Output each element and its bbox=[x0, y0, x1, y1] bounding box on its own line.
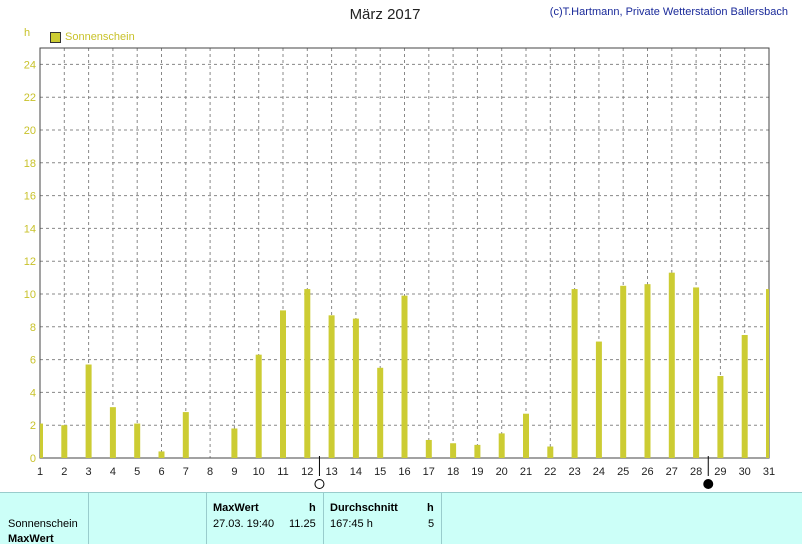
x-tick-label: 20 bbox=[496, 466, 508, 478]
y-tick-label: 6 bbox=[30, 355, 36, 367]
x-tick-label: 25 bbox=[617, 466, 629, 478]
bar bbox=[668, 272, 675, 458]
x-tick-label: 14 bbox=[350, 466, 362, 478]
x-tick-label: 6 bbox=[158, 466, 164, 478]
x-tick-label: 22 bbox=[544, 466, 556, 478]
bar bbox=[61, 425, 68, 458]
bar bbox=[158, 451, 165, 458]
new-moon-icon bbox=[703, 479, 714, 489]
summary-footer: Sonnenschein MaxWert MaxWert h 27.03. 19… bbox=[0, 492, 802, 545]
legend-label: Sonnenschein bbox=[65, 31, 135, 43]
bar bbox=[766, 289, 769, 458]
x-tick-label: 8 bbox=[207, 466, 213, 478]
x-tick-label: 5 bbox=[134, 466, 140, 478]
x-tick-label: 30 bbox=[739, 466, 751, 478]
bar bbox=[85, 364, 92, 458]
credit-text: (c)T.Hartmann, Private Wetterstation Bal… bbox=[549, 6, 788, 18]
y-tick-label: 4 bbox=[30, 387, 36, 399]
x-tick-label: 27 bbox=[666, 466, 678, 478]
x-tick-label: 2 bbox=[61, 466, 67, 478]
bar bbox=[644, 284, 651, 458]
bar bbox=[401, 295, 408, 458]
x-tick-label: 13 bbox=[325, 466, 337, 478]
bar bbox=[377, 367, 384, 458]
y-tick-label: 14 bbox=[24, 223, 36, 235]
y-tick-label: 10 bbox=[24, 289, 36, 301]
bar bbox=[523, 413, 529, 458]
bar bbox=[352, 318, 359, 458]
footer-max-unit: h bbox=[309, 502, 316, 514]
y-tick-label: 8 bbox=[30, 322, 36, 334]
bar bbox=[450, 443, 457, 458]
x-tick-label: 11 bbox=[277, 466, 288, 478]
x-tick-label: 3 bbox=[86, 466, 92, 478]
y-tick-label: 22 bbox=[24, 92, 36, 104]
bar bbox=[255, 354, 262, 458]
bar bbox=[571, 289, 578, 458]
x-tick-label: 19 bbox=[471, 466, 483, 478]
footer-row-label-maxwert: MaxWert bbox=[8, 533, 54, 545]
bar bbox=[109, 407, 116, 458]
x-tick-label: 12 bbox=[301, 466, 313, 478]
x-tick-label: 21 bbox=[520, 466, 532, 478]
x-tick-label: 10 bbox=[253, 466, 265, 478]
bar bbox=[40, 423, 43, 458]
bar bbox=[328, 315, 335, 458]
chart-title: März 2017 bbox=[349, 6, 421, 23]
x-tick-label: 16 bbox=[398, 466, 410, 478]
y-tick-label: 16 bbox=[24, 191, 36, 203]
bar bbox=[280, 310, 286, 458]
y-tick-label: 18 bbox=[24, 158, 36, 170]
x-tick-label: 4 bbox=[110, 466, 116, 478]
x-tick-label: 9 bbox=[231, 466, 237, 478]
x-tick-label: 28 bbox=[690, 466, 702, 478]
y-axis-unit: h bbox=[24, 27, 31, 39]
legend: Sonnenschein bbox=[50, 31, 135, 43]
bar bbox=[304, 289, 311, 458]
bar bbox=[474, 444, 481, 458]
bar bbox=[741, 335, 748, 458]
footer-max-header: MaxWert bbox=[213, 502, 259, 514]
x-tick-label: 23 bbox=[568, 466, 580, 478]
x-tick-label: 17 bbox=[423, 466, 435, 478]
y-tick-label: 24 bbox=[24, 59, 36, 71]
x-tick-label: 15 bbox=[374, 466, 386, 478]
footer-max-value: 11.25 bbox=[289, 518, 316, 530]
x-tick-label: 31 bbox=[763, 466, 775, 478]
bar bbox=[693, 287, 700, 458]
y-tick-label: 12 bbox=[24, 256, 36, 268]
footer-avg-value: 5 bbox=[428, 518, 435, 530]
bar bbox=[620, 285, 627, 458]
bar bbox=[717, 376, 724, 458]
x-tick-label: 26 bbox=[641, 466, 653, 478]
bar bbox=[425, 439, 432, 458]
x-tick-label: 29 bbox=[714, 466, 726, 478]
footer-avg-total: 167:45 h bbox=[330, 518, 373, 530]
legend-swatch bbox=[50, 31, 61, 43]
bar bbox=[134, 423, 141, 458]
footer-avg-header: Durchschnitt bbox=[330, 502, 398, 514]
bar bbox=[182, 412, 189, 458]
x-tick-label: 7 bbox=[183, 466, 189, 478]
full-moon-icon bbox=[314, 479, 325, 489]
footer-avg-unit: h bbox=[427, 502, 434, 514]
bar bbox=[231, 428, 238, 458]
footer-row-label-sonnenschein: Sonnenschein bbox=[8, 518, 78, 530]
bar bbox=[547, 446, 554, 458]
x-tick-label: 18 bbox=[447, 466, 459, 478]
bar bbox=[595, 341, 602, 458]
footer-max-datetime: 27.03. 19:40 bbox=[213, 518, 275, 530]
x-tick-label: 1 bbox=[37, 466, 43, 478]
y-tick-label: 0 bbox=[30, 453, 36, 465]
bar bbox=[498, 433, 505, 458]
y-tick-label: 20 bbox=[24, 125, 36, 137]
x-tick-label: 24 bbox=[593, 466, 605, 478]
y-tick-label: 2 bbox=[30, 420, 36, 432]
